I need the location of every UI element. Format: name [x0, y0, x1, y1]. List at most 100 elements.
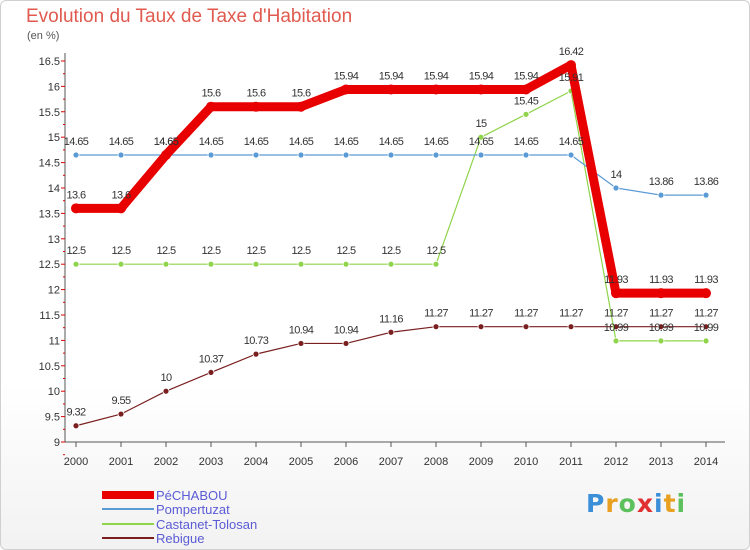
axes: 9 9.5 10 10.5 11 11.5 12 12.5 13 13.5 14 14.5 15 15.5… — [39, 53, 725, 468]
data-label: 11.27 — [559, 308, 583, 320]
x-tick-label: 2009 — [469, 456, 493, 468]
x-tick-label: 2010 — [514, 456, 538, 468]
data-point — [432, 323, 440, 331]
data-label: 10.94 — [289, 324, 314, 336]
data-label: 15.6 — [291, 88, 310, 100]
data-point — [297, 340, 305, 347]
data-point — [612, 337, 620, 345]
data-point — [341, 84, 351, 95]
data-point — [207, 260, 215, 268]
data-label: 11.16 — [379, 313, 403, 325]
data-label: 10.99 — [649, 322, 674, 334]
logo-letter: P — [586, 489, 606, 518]
data-label: 10.99 — [694, 322, 719, 334]
logo-letter: i — [654, 489, 664, 518]
data-label: 11.27 — [469, 308, 493, 320]
x-tick-label: 2012 — [604, 456, 628, 468]
data-label: 14.65 — [514, 136, 539, 148]
x-tick-label: 2001 — [109, 456, 133, 468]
data-point — [702, 337, 710, 345]
data-point — [251, 101, 261, 112]
data-point — [431, 84, 441, 95]
data-label: 10.94 — [334, 324, 359, 336]
data-point — [207, 151, 215, 159]
data-point — [701, 288, 711, 299]
chart-unit: (en %) — [27, 30, 60, 42]
data-label: 12.5 — [336, 245, 355, 257]
data-point — [72, 422, 80, 430]
data-label: 15.94 — [424, 70, 449, 82]
data-point — [296, 101, 306, 112]
data-label: 15.94 — [379, 70, 404, 82]
data-label: 12.5 — [291, 245, 310, 257]
data-label: 15.6 — [246, 88, 265, 100]
data-point — [252, 260, 260, 268]
data-label: 10.37 — [199, 353, 224, 365]
data-label: 11.93 — [694, 274, 718, 286]
y-tick-label: 11 — [49, 335, 60, 347]
data-point — [207, 369, 215, 376]
data-point — [477, 151, 485, 159]
x-tick-label: 2002 — [154, 456, 178, 468]
x-tick-label: 2005 — [289, 456, 313, 468]
y-tick-label: 16.5 — [39, 56, 60, 68]
data-point — [566, 60, 576, 71]
data-label: 14.65 — [154, 136, 179, 148]
x-tick-label: 2014 — [694, 456, 718, 468]
data-label: 12.5 — [246, 245, 265, 257]
logo-letter: o — [618, 489, 637, 518]
y-tick-label: 15.5 — [39, 107, 60, 119]
data-label: 14.65 — [334, 136, 359, 148]
proxiti-logo: Proxiti — [586, 489, 686, 518]
chart-title: Evolution du Taux de Taxe d'Habitation — [26, 6, 353, 27]
data-point — [702, 191, 710, 199]
data-label: 14.65 — [244, 136, 269, 148]
y-tick-label: 14.5 — [39, 158, 60, 170]
data-point — [117, 260, 125, 268]
legend-label: Pompertuzat — [156, 502, 230, 517]
data-point — [522, 151, 530, 159]
data-point — [522, 323, 530, 331]
data-point — [477, 133, 485, 141]
x-tick-label: 2008 — [424, 456, 448, 468]
data-point — [521, 84, 531, 95]
data-label: 14.65 — [469, 136, 494, 148]
data-label: 11.27 — [604, 308, 628, 320]
data-point — [386, 84, 396, 95]
data-label: 9.32 — [66, 407, 85, 419]
data-label: 13.86 — [694, 176, 719, 188]
logo-letter: x — [636, 489, 654, 518]
data-point — [387, 260, 395, 268]
data-point — [567, 151, 575, 159]
data-label: 14.65 — [64, 136, 89, 148]
x-tick-label: 2007 — [379, 456, 403, 468]
legend-label: Castanet-Tolosan — [156, 517, 257, 532]
y-tick-label: 15 — [48, 132, 60, 144]
data-label: 14.65 — [379, 136, 404, 148]
series-line-2 — [75, 90, 707, 342]
y-tick-label: 11.5 — [39, 310, 60, 322]
data-label: 14.65 — [289, 136, 314, 148]
data-label: 14.65 — [154, 136, 179, 148]
data-label: 12.5 — [201, 245, 220, 257]
data-label: 11.27 — [649, 308, 673, 320]
data-point — [117, 151, 125, 159]
data-point — [117, 410, 125, 418]
y-tick-label: 13 — [48, 234, 60, 246]
data-point — [702, 323, 710, 331]
data-point — [206, 101, 216, 112]
data-label: 14.65 — [199, 136, 224, 148]
y-tick-label: 10 — [48, 386, 60, 398]
data-point — [522, 110, 530, 118]
y-tick-label: 16 — [48, 81, 60, 93]
x-tick-label: 2011 — [559, 456, 583, 468]
data-label: 14.65 — [424, 136, 449, 148]
data-label: 14.65 — [559, 136, 584, 148]
data-label: 15.94 — [334, 70, 359, 82]
data-label: 10 — [160, 372, 172, 384]
y-tick-label: 12 — [48, 285, 60, 297]
data-label-layer: 13.6 13.6 14.65 15.6 15.6 15.6 15.94 15.94 15.94… — [64, 46, 720, 419]
x-tick-label: 2003 — [199, 456, 223, 468]
